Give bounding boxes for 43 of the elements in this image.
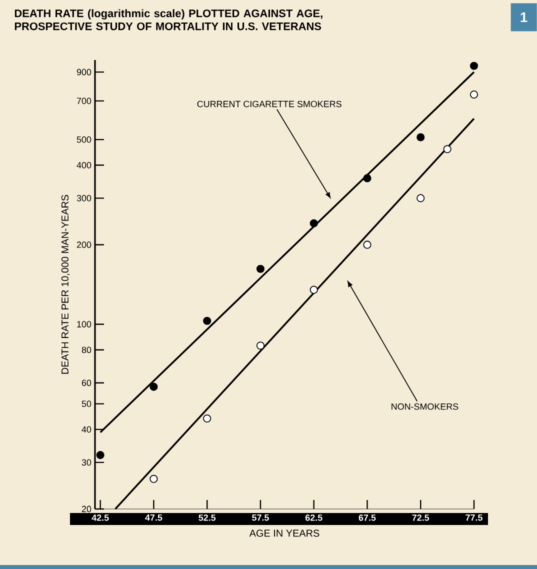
- y-tick-label: 100: [77, 321, 92, 328]
- y-tick-label: 300: [76, 194, 92, 202]
- point: [416, 194, 425, 202]
- point: [470, 90, 478, 99]
- y-tick-label: 60: [82, 380, 92, 386]
- x-tick-label: 47.5: [145, 514, 162, 521]
- y-tick-label: 40: [82, 426, 92, 433]
- point: [96, 451, 104, 460]
- text: 1: [520, 12, 528, 22]
- point: [310, 219, 318, 228]
- point: [443, 145, 452, 154]
- point: [416, 133, 425, 142]
- y-tick-label: 500: [76, 136, 92, 143]
- point: [150, 474, 158, 483]
- y-tick-label: 700: [76, 98, 92, 104]
- x-tick-label: 42.5: [92, 514, 109, 521]
- point: [256, 264, 265, 273]
- point: [150, 382, 158, 391]
- y-axis-title: DEATH RATE PER 10,000 MAN-YEARS: [61, 194, 70, 374]
- x-axis-title: AGE IN YEARS: [249, 530, 320, 537]
- y-tick-label: 400: [76, 162, 92, 168]
- annotation: NON-SMOKERS: [392, 403, 458, 410]
- chart-title: DEATH RATE (logarithmic scale) PLOTTED AGAINST AGE, PROSPECTIVE STUDY OF MORTALITY IN U.S. VETERANS: [14, 9, 322, 30]
- point: [203, 414, 212, 423]
- x-tick-label: 67.5: [358, 514, 376, 521]
- x-tick-label: 72.5: [412, 514, 430, 521]
- y-tick-label: 50: [82, 400, 92, 407]
- y-tick-label: 30: [82, 459, 92, 466]
- point: [203, 316, 212, 325]
- y-tick-label: 900: [76, 68, 92, 76]
- point: [256, 342, 265, 350]
- y-tick-label: 20: [82, 506, 92, 512]
- x-tick-label: 62.5: [305, 514, 322, 521]
- x-tick-label: 52.5: [198, 514, 216, 521]
- y-tick-label: 80: [82, 346, 92, 354]
- point: [310, 286, 318, 294]
- x-tick-label: 77.5: [466, 514, 482, 521]
- point: [363, 240, 372, 249]
- y-tick-label: 200: [76, 242, 92, 248]
- x-tick-label: 57.5: [252, 514, 269, 521]
- annotation: CURRENT CIGARETTE SMOKERS: [197, 100, 342, 108]
- point: [470, 62, 478, 70]
- point: [363, 174, 372, 182]
